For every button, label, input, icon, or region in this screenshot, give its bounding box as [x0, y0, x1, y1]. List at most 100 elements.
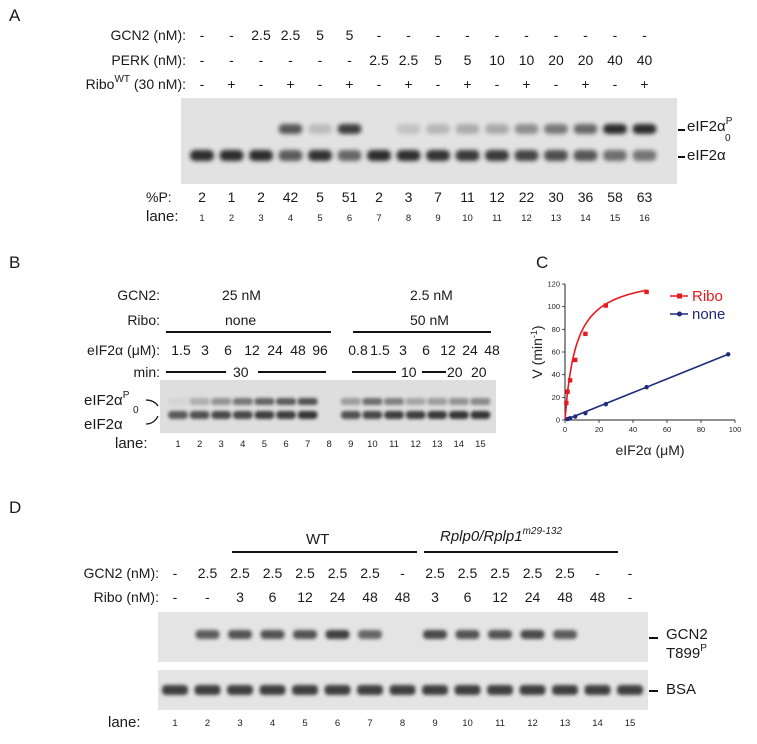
- gcn2-cell: 2.5: [555, 565, 575, 581]
- lane-number: 11: [495, 718, 505, 729]
- perk-cell: 2.5: [369, 52, 389, 68]
- band-phospho: [340, 398, 361, 405]
- panel-b-min-line-right-b: [422, 371, 460, 373]
- mut-label-main: Rplp0/Rplp1: [440, 528, 523, 545]
- band-unphospho: [427, 411, 448, 419]
- ribo-cell: +: [404, 76, 413, 92]
- panel-a-band-zero: 0: [725, 133, 731, 144]
- band-unphospho: [396, 150, 421, 161]
- lane-number: 10: [367, 439, 378, 450]
- band-unphospho: [254, 411, 275, 419]
- panel-a-gcn2-label: GCN2 (nM):: [110, 27, 186, 43]
- panel-a-band-tick-1: [678, 129, 685, 131]
- band-unphospho: [514, 150, 539, 161]
- lane-number: 14: [453, 439, 465, 450]
- gcn2-cell: -: [465, 27, 470, 43]
- band-unphospho: [232, 411, 253, 419]
- band-unphospho: [308, 150, 332, 161]
- gcn2-cell: -: [642, 27, 647, 43]
- panel-b-ribo-label: Ribo:: [127, 312, 160, 328]
- data-point-none: [567, 415, 573, 421]
- data-point-none: [573, 414, 578, 419]
- ribo-cell: +: [227, 76, 236, 92]
- gcn2-cell: -: [376, 27, 382, 43]
- panel-b-band-phospho: eIF2αP: [84, 390, 129, 409]
- pct-cell: 42: [282, 189, 299, 205]
- band-unphospho: [297, 411, 318, 419]
- panel-d-wt-line: [232, 551, 417, 553]
- band-phospho: [278, 124, 303, 134]
- panel-b-eif-label: eIF2α (μM):: [87, 342, 160, 358]
- band-unphospho: [455, 150, 480, 161]
- band-bsa: [552, 685, 578, 695]
- x-tick-label: 100: [729, 425, 742, 434]
- lane-number: 15: [609, 213, 621, 224]
- band-unphospho: [448, 411, 469, 419]
- pct-cell: 1: [227, 189, 236, 205]
- panel-b-left-ribo-line: [166, 331, 331, 333]
- gcn2-cell: -: [612, 27, 618, 43]
- band-unphospho: [384, 411, 404, 419]
- data-point-Ribo: [583, 331, 588, 337]
- panel-d-lane-label: lane:: [108, 714, 141, 731]
- ribo-cell: 6: [268, 589, 277, 605]
- pct-cell: 63: [636, 189, 653, 205]
- panel-d-gel-gcn2: [158, 612, 648, 662]
- gcn2-cell: 2.5: [197, 565, 218, 581]
- gcn2-cell: -: [494, 27, 500, 43]
- perk-cell: 2.5: [398, 52, 419, 68]
- panel-d-gcn2-label: GCN2 (nM):: [83, 565, 159, 581]
- eif-cell: 1.5: [370, 342, 390, 358]
- pct-cell: 30: [548, 189, 564, 205]
- perk-cell: 20: [548, 52, 564, 68]
- band-bsa: [487, 685, 513, 695]
- band-gcn2-phospho: [553, 630, 577, 639]
- perk-cell: -: [317, 52, 323, 68]
- panel-d-letter: D: [9, 498, 22, 517]
- ribo-label-main: Ribo: [85, 76, 115, 92]
- band-phospho: [426, 124, 450, 134]
- ribo-cell: -: [553, 76, 559, 92]
- x-tick-label: 80: [697, 425, 705, 434]
- lane-number: 12: [527, 718, 538, 729]
- eif-cell: 24: [462, 342, 478, 358]
- band-gcn2-phospho: [325, 630, 350, 639]
- panel-b-band-unphospho: eIF2α: [84, 416, 123, 433]
- band-unphospho: [340, 411, 361, 419]
- band-phospho: [384, 398, 404, 405]
- pct-cell: 2: [198, 189, 206, 205]
- ribo-label-sup: WT: [114, 74, 130, 85]
- data-point-none: [603, 401, 608, 407]
- ribo-cell: -: [612, 76, 618, 92]
- panel-d-gcn2-tick: [649, 637, 658, 639]
- band-bsa: [227, 685, 253, 695]
- gcn2-cell: 2.5: [327, 565, 348, 581]
- data-point-none: [644, 384, 649, 390]
- band-bsa: [389, 685, 416, 695]
- ribo-cell: 48: [362, 589, 378, 605]
- pct-cell: 51: [341, 189, 358, 205]
- panel-a-perk-label: PERK (nM):: [111, 52, 186, 68]
- band-gcn2-phospho: [228, 630, 252, 639]
- panel-a-ribo-label: RiboWT (30 nM):: [85, 74, 186, 92]
- panel-b-min-right-a: 10: [401, 364, 417, 380]
- panel-b-right-ribo-line: [353, 331, 491, 333]
- band-unphospho: [405, 411, 426, 419]
- band-unphospho: [632, 150, 657, 161]
- band-phospho: [211, 398, 232, 405]
- eif-cell: 48: [290, 342, 306, 358]
- band-unphospho: [426, 150, 450, 161]
- x-tick-label: 0: [563, 425, 567, 434]
- data-point-none: [726, 352, 731, 357]
- lane-number: 6: [346, 213, 353, 224]
- panel-b-gel: [160, 380, 496, 433]
- pct-cell: 12: [489, 189, 505, 205]
- gcn2-cell: 2.5: [360, 565, 380, 581]
- y-tick-label: 40: [552, 370, 560, 379]
- x-tick-label: 20: [595, 425, 603, 434]
- ribo-cell: +: [581, 76, 590, 92]
- panel-a-band-tick-2: [678, 156, 685, 158]
- ribo-cell: 24: [524, 589, 541, 605]
- band-unphospho: [190, 150, 214, 161]
- gcn2-cell: 2.5: [295, 565, 315, 581]
